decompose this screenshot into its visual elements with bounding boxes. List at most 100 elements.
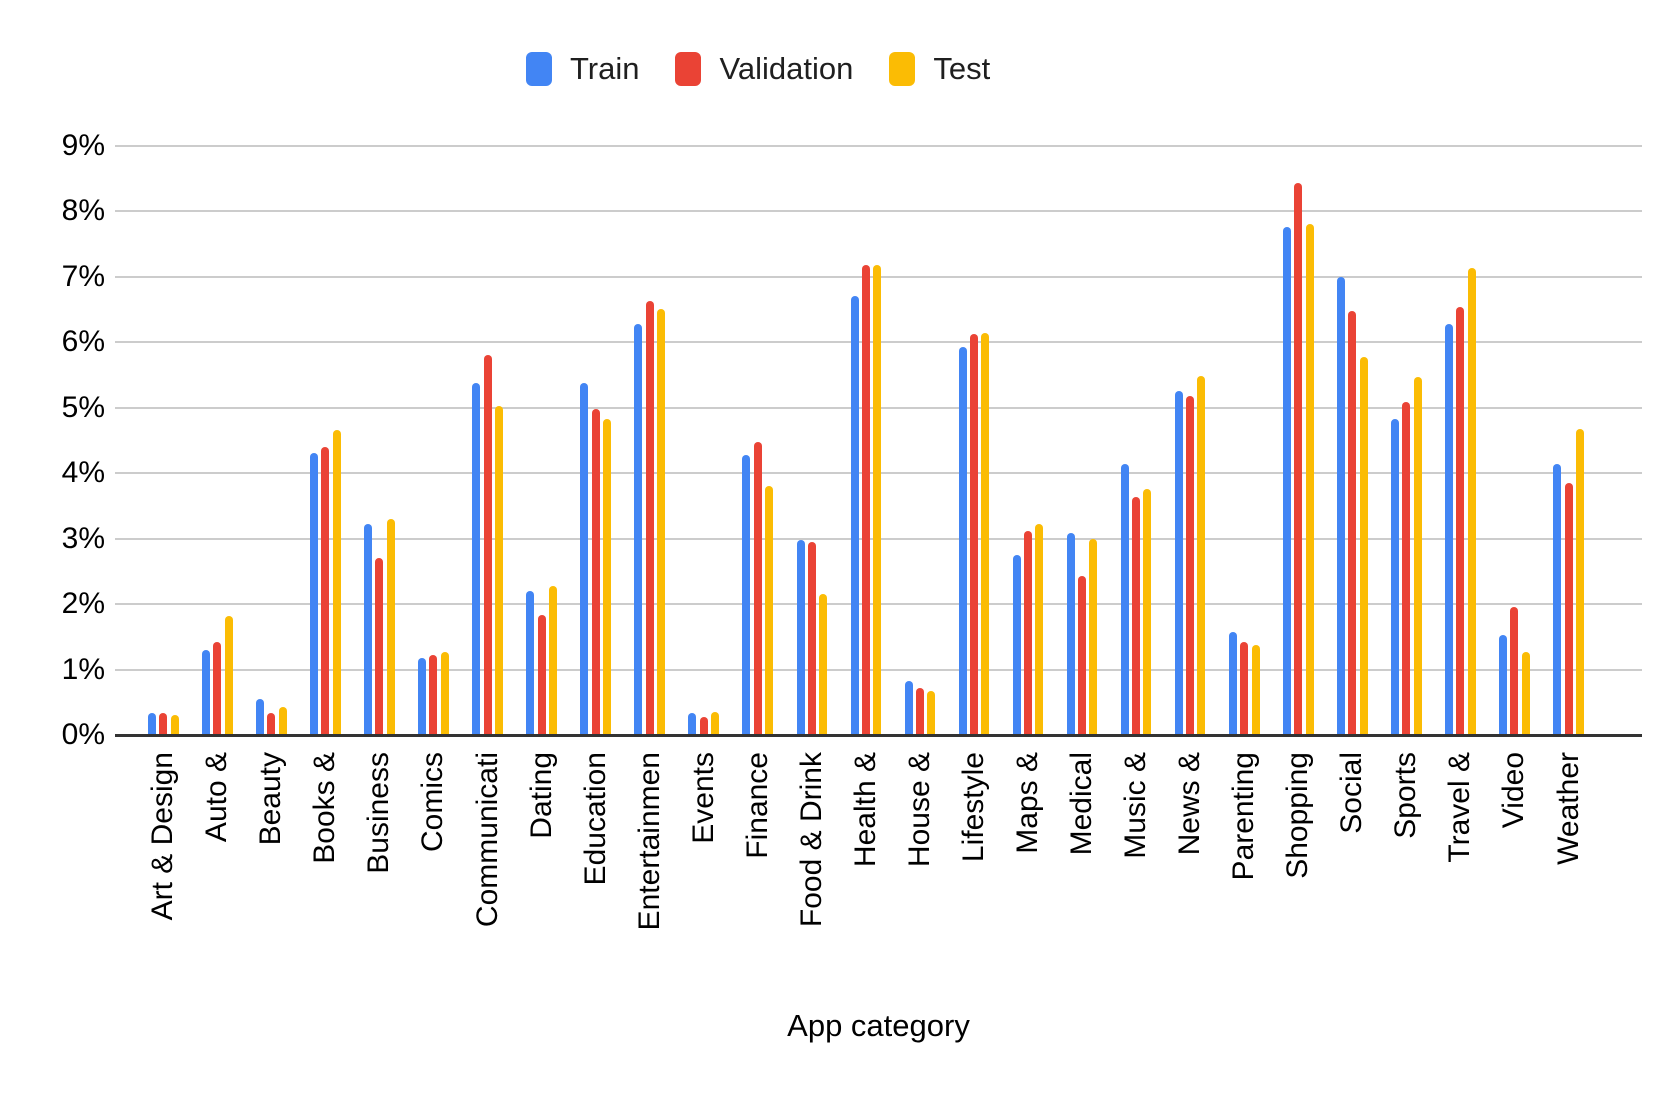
bar-validation-education: [591, 409, 600, 735]
bar-validation-finance: [753, 441, 762, 735]
bar-validation-entertainmen: [645, 301, 654, 735]
bar-train-sports: [1391, 418, 1400, 735]
x-tick-label-weather: Weather: [1551, 752, 1585, 865]
bar-train-video: [1499, 634, 1508, 735]
legend-swatch-train: [526, 52, 552, 86]
legend-label-train: Train: [570, 51, 640, 86]
bar-validation-sports: [1402, 402, 1411, 735]
x-axis-title: App category: [787, 1008, 970, 1043]
bar-validation-comics: [429, 655, 438, 735]
bar-train-travel: [1445, 324, 1454, 735]
bar-test-books: [332, 430, 341, 735]
x-tick-label-health: Health &: [848, 752, 882, 868]
x-tick-label-medical: Medical: [1065, 752, 1099, 856]
x-tick-label-social: Social: [1335, 752, 1369, 834]
y-tick-label-2: 2%: [61, 587, 105, 620]
y-tick-label-1: 1%: [61, 652, 105, 686]
bar-test-travel: [1467, 267, 1476, 735]
bar-validation-video: [1510, 607, 1519, 735]
x-tick-label-business: Business: [362, 752, 396, 874]
bar-test-art-design: [170, 715, 179, 735]
x-tick-label-communicati: Communicati: [470, 752, 504, 928]
bar-validation-parenting: [1240, 641, 1249, 735]
bar-validation-news: [1186, 396, 1195, 735]
bar-test-business: [386, 518, 395, 735]
bar-validation-communicati: [483, 355, 492, 735]
bar-train-news: [1174, 391, 1183, 735]
legend-swatch-test: [889, 52, 916, 86]
x-axis-line: [115, 734, 1642, 737]
x-tick-label-food-drink: Food & Drink: [794, 752, 828, 928]
bar-validation-weather: [1564, 482, 1573, 735]
bar-train-maps: [1012, 554, 1021, 735]
legend-label-validation: Validation: [719, 51, 854, 86]
bar-test-house: [927, 691, 936, 735]
bar-train-business: [364, 524, 373, 735]
y-tick-label-7: 7%: [61, 259, 105, 293]
bar-train-beauty: [256, 698, 264, 735]
x-tick-label-video: Video: [1497, 752, 1531, 829]
bar-validation-medical: [1078, 576, 1087, 735]
x-tick-label-art-design: Art & Design: [146, 752, 180, 921]
bar-validation-beauty: [267, 713, 276, 735]
bar-train-entertainmen: [634, 323, 643, 735]
x-tick-label-beauty: Beauty: [254, 752, 288, 846]
bar-test-health: [873, 264, 882, 735]
bar-test-entertainmen: [656, 309, 665, 735]
bar-train-finance: [742, 455, 751, 735]
bar-test-lifestyle: [981, 333, 990, 735]
gridline-8: [115, 210, 1642, 212]
bar-validation-events: [699, 716, 708, 735]
bar-validation-health: [861, 264, 870, 735]
y-tick-label-4: 4%: [61, 456, 105, 489]
bar-test-auto: [224, 615, 233, 735]
legend-item-train: Train: [526, 52, 639, 86]
bar-train-events: [688, 713, 697, 735]
y-tick-label-6: 6%: [61, 325, 105, 358]
bar-test-beauty: [278, 707, 287, 735]
bar-train-auto: [201, 649, 210, 735]
bar-validation-shopping: [1294, 182, 1303, 735]
x-tick-label-parenting: Parenting: [1227, 752, 1261, 881]
x-tick-label-auto: Auto &: [200, 752, 234, 843]
bar-test-weather: [1575, 429, 1584, 735]
bar-train-communicati: [472, 382, 481, 735]
bar-test-dating: [548, 585, 557, 735]
gridline-9: [115, 144, 1642, 147]
bar-train-music: [1120, 464, 1129, 735]
bar-train-dating: [526, 590, 535, 735]
x-tick-label-events: Events: [686, 752, 720, 844]
bar-test-maps: [1035, 524, 1044, 735]
bar-validation-business: [375, 558, 384, 735]
bar-test-news: [1197, 376, 1206, 735]
bar-test-events: [711, 712, 719, 735]
x-tick-label-entertainmen: Entertainmen: [632, 752, 666, 931]
bar-train-shopping: [1282, 227, 1291, 735]
bar-test-social: [1359, 357, 1368, 735]
bar-test-shopping: [1305, 224, 1314, 735]
y-tick-label-5: 5%: [61, 390, 105, 424]
bar-test-video: [1521, 651, 1530, 735]
bar-test-comics: [440, 651, 449, 735]
bar-validation-dating: [537, 615, 546, 735]
bar-validation-lifestyle: [969, 334, 978, 735]
bar-test-finance: [765, 486, 774, 735]
x-tick-label-comics: Comics: [416, 752, 450, 853]
bar-validation-maps: [1024, 530, 1032, 735]
bar-train-parenting: [1228, 632, 1237, 735]
bar-train-food-drink: [796, 540, 805, 735]
bar-validation-art-design: [159, 713, 168, 735]
bar-validation-travel: [1456, 307, 1465, 735]
bar-validation-music: [1132, 497, 1141, 735]
bar-train-lifestyle: [958, 347, 967, 735]
x-tick-label-travel: Travel &: [1443, 752, 1477, 863]
legend-swatch-validation: [675, 52, 702, 86]
bar-train-art-design: [147, 713, 156, 735]
y-tick-label-3: 3%: [61, 521, 105, 555]
x-tick-label-education: Education: [578, 752, 612, 886]
bar-validation-auto: [213, 641, 222, 735]
bar-train-weather: [1553, 464, 1562, 735]
bar-train-medical: [1066, 533, 1075, 735]
